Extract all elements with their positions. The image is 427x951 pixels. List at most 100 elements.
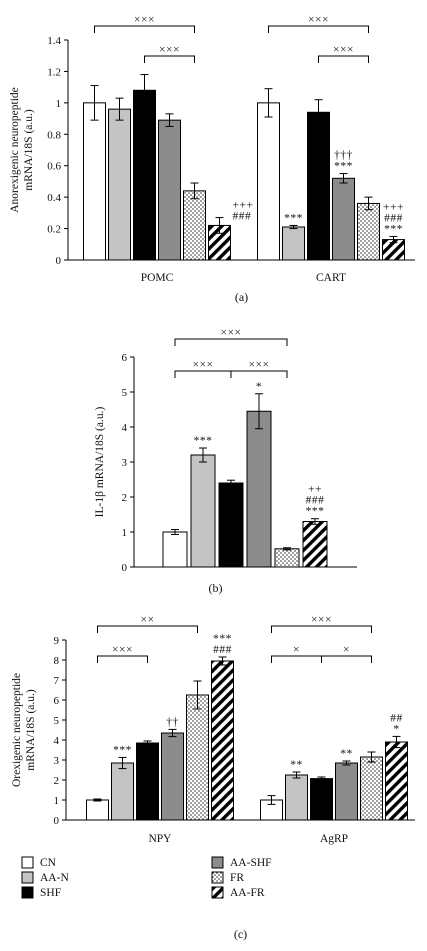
significance-label: †††: [334, 150, 353, 162]
y-tick-label: 1: [56, 98, 62, 110]
y-tick-label: 0.2: [47, 224, 61, 236]
significance-label: ###: [233, 211, 252, 223]
comparison-bracket: [318, 55, 369, 63]
chart-c: 0 1 2 3 4 5 6 7 8 9 Orexigenic neuropeptide mRNA/18…: [11, 614, 415, 941]
significance-label: ++: [308, 484, 322, 496]
bar: [211, 660, 234, 821]
y-tick-label: 1.2: [47, 66, 61, 78]
significance-label: +++: [383, 201, 404, 213]
bracket-label: ×: [293, 644, 300, 656]
category-label: AgRP: [320, 833, 348, 845]
bracket-label: ×××: [249, 359, 270, 371]
category-label: NPY: [148, 833, 172, 845]
category-label: CART: [316, 272, 346, 284]
y-tick-label: 6: [122, 352, 128, 364]
comparison-bracket: [174, 338, 288, 346]
significance-label: ***: [113, 744, 132, 756]
bracket-label: ×××: [333, 44, 354, 56]
significance-label: **: [290, 759, 303, 771]
bracket-label: ×××: [134, 14, 155, 26]
comparison-bracket: [321, 655, 372, 663]
significance-label: ##: [390, 712, 403, 724]
legend-swatch: [211, 871, 224, 884]
bar: [335, 762, 358, 821]
y-tick-label: 0.8: [47, 129, 61, 141]
y-tick-label: 3: [122, 457, 128, 469]
bracket-label: ××: [141, 614, 155, 626]
legend-swatch: [21, 871, 34, 884]
comparison-bracket: [144, 55, 195, 63]
chart-a: 0 0.2 0.4 0.6 0.8 1 1.2 1.4 Anorexigenic neurope…: [9, 14, 415, 304]
bar: [357, 202, 380, 261]
panel-label: (c): [234, 927, 247, 941]
bracket-label: ×××: [308, 14, 329, 26]
bar: [136, 742, 159, 821]
significance-label: +++: [233, 200, 254, 212]
legend-label: AA-N: [40, 872, 69, 884]
legend-swatch: [21, 886, 34, 899]
bar: [162, 531, 188, 568]
y-tick-label: 0: [54, 815, 60, 827]
significance-label: *: [256, 381, 262, 393]
panel-label: (b): [209, 581, 223, 595]
y-axis-label: IL-1β mRNA/18S (a.u.): [94, 407, 106, 518]
y-tick-label: 9: [54, 635, 60, 647]
significance-label: ###: [384, 212, 403, 224]
panel-label: (a): [235, 290, 248, 304]
y-tick-label: 1.4: [47, 35, 61, 47]
y-axis-label: mRNA/18S (a.u.): [23, 109, 35, 191]
category-label: POMC: [141, 272, 174, 284]
comparison-bracket: [271, 655, 322, 663]
comparison-bracket: [230, 370, 288, 378]
legend-label: AA-SHF: [230, 857, 272, 869]
significance-label: **: [340, 748, 353, 760]
bar: [161, 732, 184, 821]
bar: [332, 177, 355, 261]
bracket-label: ×: [343, 644, 350, 656]
bar: [218, 482, 244, 568]
bar: [158, 119, 181, 261]
y-tick-label: 2: [54, 775, 60, 787]
y-tick-label: 8: [54, 655, 60, 667]
bar: [111, 762, 134, 821]
y-axis-label: mRNA/18S (a.u.): [25, 689, 37, 771]
y-tick-label: 0.4: [47, 192, 61, 204]
bar: [133, 89, 156, 261]
y-axis-label: Anorexigenic neuropeptide: [9, 87, 21, 213]
significance-label: ###: [213, 644, 232, 656]
bracket-label: ×××: [221, 327, 242, 339]
bar: [310, 778, 333, 821]
bar: [307, 111, 330, 261]
bracket-label: ×××: [159, 44, 180, 56]
legend-label: AA-FR: [230, 887, 265, 899]
comparison-bracket: [94, 25, 195, 33]
legend: CN AA-N SHF AA-SHF FR AA-FR: [21, 856, 272, 899]
bracket-label: ×××: [112, 644, 133, 656]
significance-label: ***: [213, 633, 232, 645]
y-tick-label: 6: [54, 695, 60, 707]
legend-label: FR: [230, 872, 244, 884]
comparison-bracket: [271, 625, 372, 633]
legend-swatch: [21, 856, 34, 869]
y-tick-label: 7: [54, 675, 60, 687]
bar: [257, 102, 280, 261]
y-axis-label: Orexigenic neuropeptide: [11, 673, 23, 787]
y-tick-label: 5: [122, 387, 128, 399]
significance-label: ***: [284, 212, 303, 224]
y-tick-label: 0.6: [47, 161, 61, 173]
bracket-label: ×××: [193, 359, 214, 371]
bar: [183, 190, 206, 261]
significance-label: ***: [334, 161, 353, 173]
significance-label: ***: [384, 223, 403, 235]
bar: [282, 226, 305, 261]
y-tick-label: 0: [122, 562, 128, 574]
significance-label: ***: [306, 506, 325, 518]
y-tick-label: 1: [54, 795, 60, 807]
y-tick-label: 0: [56, 255, 62, 267]
significance-label: ###: [306, 495, 325, 507]
bar: [274, 548, 300, 568]
legend-label: CN: [40, 857, 57, 869]
bar: [360, 756, 383, 821]
bar: [108, 108, 131, 261]
